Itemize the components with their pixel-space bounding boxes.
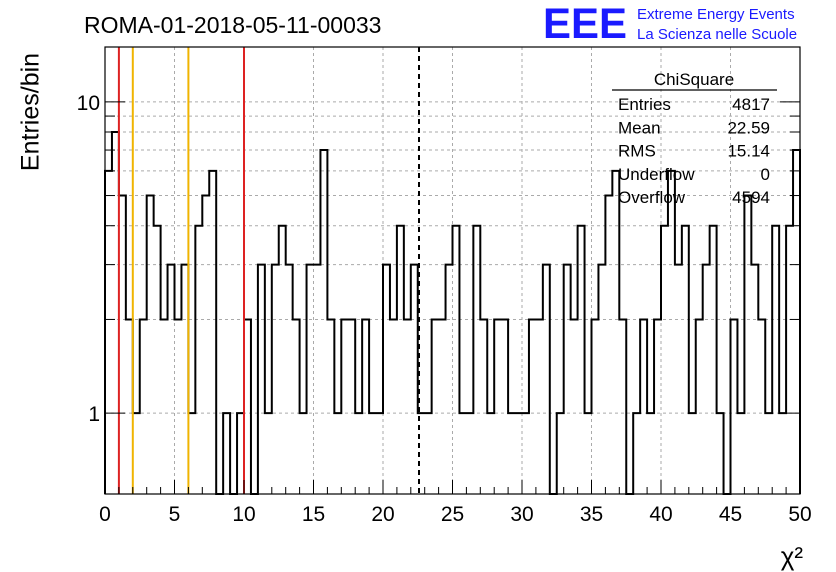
stats-row-value: 4594 <box>732 188 770 207</box>
grid-lines <box>105 47 800 494</box>
x-tick-label: 35 <box>580 503 603 526</box>
y-axis-label: Entries/bin <box>17 53 45 171</box>
y-tick-label: 1 <box>88 403 100 426</box>
x-tick-label: 25 <box>441 503 464 526</box>
stats-row-value: 0 <box>761 165 770 184</box>
logo-line-1: Extreme Energy Events <box>637 6 795 23</box>
x-tick-label: 0 <box>99 503 111 526</box>
reference-lines <box>117 47 421 494</box>
stats-row-value: 22.59 <box>727 118 770 137</box>
eee-logo: EEE Extreme Energy Events La Scienza nel… <box>543 0 797 48</box>
stats-box: ChiSquare Entries 4817 Mean 22.59 RMS 15.14 Un… <box>612 70 777 207</box>
x-tick-label: 45 <box>719 503 742 526</box>
stats-row-label: Entries <box>618 95 671 114</box>
x-tick-label: 20 <box>371 503 394 526</box>
x-tick-label: 10 <box>232 503 255 526</box>
stats-row-label: Overflow <box>618 188 686 207</box>
x-tick-label: 40 <box>649 503 672 526</box>
stats-row-value: 15.14 <box>727 142 770 161</box>
x-axis-label: χ² <box>781 541 804 571</box>
stats-row-value: 4817 <box>732 95 770 114</box>
histogram-bins <box>104 130 801 495</box>
x-tick-label: 15 <box>302 503 325 526</box>
chart-title: ROMA-01-2018-05-11-00033 <box>84 12 381 38</box>
stats-row-label: Mean <box>618 118 661 137</box>
x-tick-label: 50 <box>788 503 811 526</box>
stats-row-label: Underflow <box>618 165 695 184</box>
x-tick-label: 5 <box>169 503 181 526</box>
y-tick-label: 10 <box>77 92 100 115</box>
x-tick-label: 30 <box>510 503 533 526</box>
logo-mark: EEE <box>543 0 627 48</box>
histogram-step-line <box>104 130 801 495</box>
logo-line-2: La Scienza nelle Scuole <box>637 26 797 43</box>
stats-row-label: RMS <box>618 142 656 161</box>
axis-ticks: 0 5 10 15 20 25 30 35 40 45 50 1 10 <box>77 92 812 526</box>
stats-name: ChiSquare <box>654 70 734 89</box>
